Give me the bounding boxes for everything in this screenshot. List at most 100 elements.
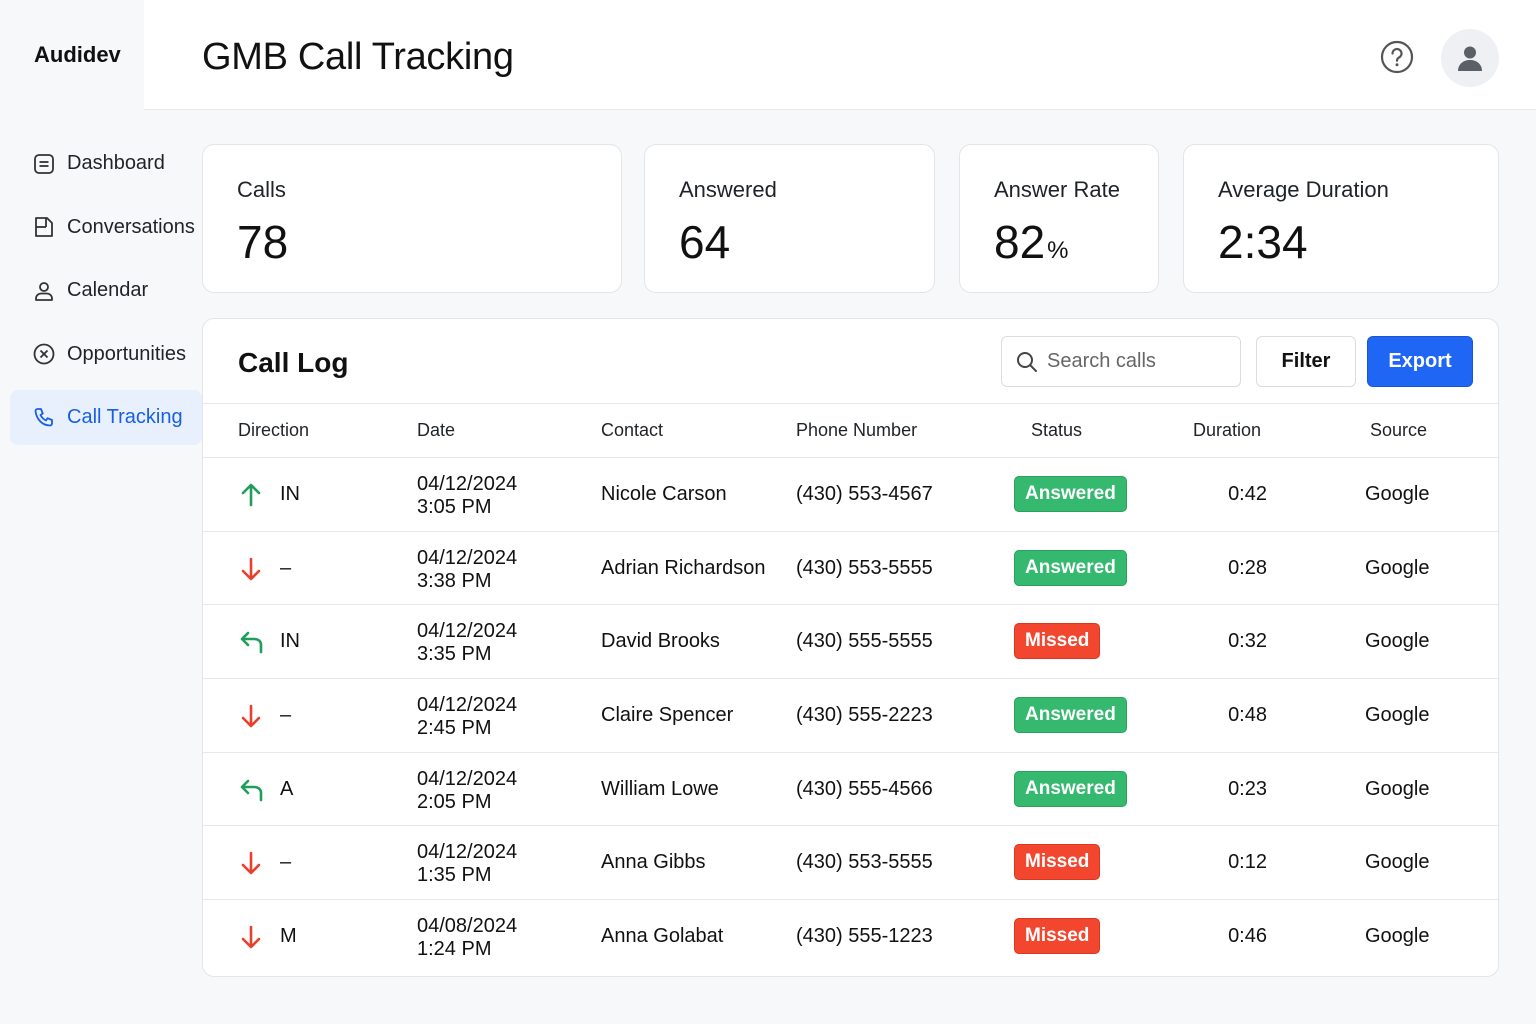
column-header-direction[interactable]: Direction xyxy=(238,420,310,440)
column-header-source[interactable]: Source xyxy=(1370,420,1428,440)
arrow-return-icon xyxy=(240,632,263,654)
table-row[interactable]: – 04/12/2024 1:35 PM Anna Gibbs (430) 55… xyxy=(203,826,1498,901)
phone-number: (430) 555-1223 xyxy=(796,925,933,948)
column-header-contact[interactable]: Contact xyxy=(601,420,664,440)
call-datetime: 04/12/2024 1:35 PM xyxy=(417,841,517,887)
table-row[interactable]: IN 04/12/2024 3:05 PM Nicole Carson (430… xyxy=(203,458,1498,532)
call-datetime: 04/12/2024 2:05 PM xyxy=(417,768,517,814)
phone-number: (430) 555-2223 xyxy=(796,704,933,727)
table-row[interactable]: – 04/12/2024 3:38 PM Adrian Richardson (… xyxy=(203,532,1498,606)
call-duration: 0:48 xyxy=(1228,704,1267,727)
sidebar-item-dashboard[interactable]: Dashboard xyxy=(10,136,202,191)
contact-name[interactable]: Anna Gibbs xyxy=(601,851,706,874)
column-header-duration[interactable]: Duration xyxy=(1193,420,1262,440)
table-row[interactable]: A 04/12/2024 2:05 PM William Lowe (430) … xyxy=(203,753,1498,827)
call-duration: 0:28 xyxy=(1228,556,1267,579)
sidebar-item-label: Opportunities xyxy=(67,342,186,365)
call-datetime: 04/12/2024 3:05 PM xyxy=(417,473,517,519)
document-icon xyxy=(35,217,53,237)
stat-card-calls: Calls 78 xyxy=(202,144,622,293)
call-datetime: 04/08/2024 1:24 PM xyxy=(417,915,517,961)
stat-card-answered: Answered 64 xyxy=(644,144,935,293)
export-button[interactable]: Export xyxy=(1367,336,1473,387)
status-badge: Missed xyxy=(1014,918,1101,955)
contact-name[interactable]: David Brooks xyxy=(601,630,720,653)
filter-button[interactable]: Filter xyxy=(1256,336,1356,387)
call-duration: 0:42 xyxy=(1228,483,1267,505)
sidebar-item-conversations[interactable]: Conversations xyxy=(10,200,202,255)
stat-number: 82 xyxy=(994,216,1046,268)
arrow-down-icon xyxy=(241,704,261,728)
call-source: Google xyxy=(1365,483,1430,505)
arrow-down-icon xyxy=(241,925,261,949)
help-circle-icon[interactable] xyxy=(1380,40,1414,74)
stat-label: Answered xyxy=(679,177,777,202)
table-header: Direction Date Contact Phone Number Stat… xyxy=(203,403,1498,458)
call-date: 04/12/2024 xyxy=(417,546,518,569)
column-header-date[interactable]: Date xyxy=(417,420,456,440)
call-date: 04/12/2024 xyxy=(417,767,518,790)
arrow-up-icon xyxy=(241,483,261,507)
phone-icon xyxy=(34,407,53,426)
call-time: 2:05 PM xyxy=(417,790,492,813)
call-datetime: 04/12/2024 3:38 PM xyxy=(417,547,517,593)
call-datetime: 04/12/2024 2:45 PM xyxy=(417,694,517,740)
stat-value: 82% xyxy=(994,215,1069,269)
contact-name[interactable]: Claire Spencer xyxy=(601,704,734,727)
direction-text: M xyxy=(280,925,297,948)
sidebar-item-call-tracking[interactable]: Call Tracking xyxy=(10,390,202,445)
status-badge: Missed xyxy=(1014,623,1101,660)
phone-number: (430) 555-4566 xyxy=(796,777,933,800)
call-date: 04/12/2024 xyxy=(417,694,518,717)
arrow-return-icon xyxy=(240,779,263,802)
call-time: 3:05 PM xyxy=(417,496,492,518)
sidebar: Dashboard Conversations Calendar Opportu… xyxy=(10,136,202,454)
call-log-rows: IN 04/12/2024 3:05 PM Nicole Carson (430… xyxy=(203,458,1498,974)
stat-label: Average Duration xyxy=(1218,177,1389,202)
phone-number: (430) 553-5555 xyxy=(796,851,933,874)
status-badge: Answered xyxy=(1014,549,1127,586)
contact-name[interactable]: William Lowe xyxy=(601,777,719,800)
status-badge: Answered xyxy=(1014,476,1127,512)
column-header-phone[interactable]: Phone Number xyxy=(796,420,918,440)
phone-number: (430) 553-4567 xyxy=(796,483,933,505)
direction-text: IN xyxy=(280,483,300,505)
direction-text: – xyxy=(280,851,292,874)
table-row[interactable]: – 04/12/2024 2:45 PM Claire Spencer (430… xyxy=(203,679,1498,753)
call-source: Google xyxy=(1365,851,1430,874)
search-box[interactable] xyxy=(1001,336,1241,387)
user-icon xyxy=(1458,46,1482,71)
call-time: 3:35 PM xyxy=(417,643,492,666)
call-time: 1:35 PM xyxy=(417,864,492,887)
top-bar: GMB Call Tracking xyxy=(144,0,1536,110)
call-log-title: Call Log xyxy=(238,347,349,378)
table-row[interactable]: IN 04/12/2024 3:35 PM David Brooks (430)… xyxy=(203,605,1498,680)
direction-text: – xyxy=(280,556,292,579)
sidebar-item-calendar[interactable]: Calendar xyxy=(10,263,202,318)
sidebar-item-label: Call Tracking xyxy=(67,406,183,428)
sidebar-item-opportunities[interactable]: Opportunities xyxy=(10,327,202,382)
contact-name[interactable]: Anna Golabat xyxy=(601,925,724,948)
phone-number: (430) 553-5555 xyxy=(796,556,933,579)
call-duration: 0:12 xyxy=(1228,851,1267,874)
sidebar-item-label: Calendar xyxy=(67,279,149,301)
call-datetime: 04/12/2024 3:35 PM xyxy=(417,620,517,666)
column-header-status[interactable]: Status xyxy=(1031,420,1083,440)
contact-name[interactable]: Nicole Carson xyxy=(601,483,727,505)
stat-unit: % xyxy=(1047,237,1069,264)
search-icon xyxy=(1017,351,1037,372)
contact-name[interactable]: Adrian Richardson xyxy=(601,556,766,579)
stat-card-average-duration: Average Duration 2:34 xyxy=(1183,144,1499,293)
direction-text: A xyxy=(280,777,294,800)
phone-number: (430) 555-5555 xyxy=(796,630,933,653)
table-row[interactable]: M 04/08/2024 1:24 PM Anna Golabat (430) … xyxy=(203,900,1498,974)
search-input[interactable] xyxy=(1047,350,1227,373)
status-badge: Answered xyxy=(1014,770,1127,807)
sidebar-item-label: Dashboard xyxy=(67,152,165,174)
call-log-panel: Call Log Filter Export Direction Date Co… xyxy=(202,318,1499,977)
call-time: 2:45 PM xyxy=(417,717,492,740)
sidebar-item-label: Conversations xyxy=(67,215,195,238)
call-duration: 0:46 xyxy=(1228,925,1267,948)
stat-card-answer-rate: Answer Rate 82% xyxy=(959,144,1159,293)
avatar[interactable] xyxy=(1441,29,1499,87)
